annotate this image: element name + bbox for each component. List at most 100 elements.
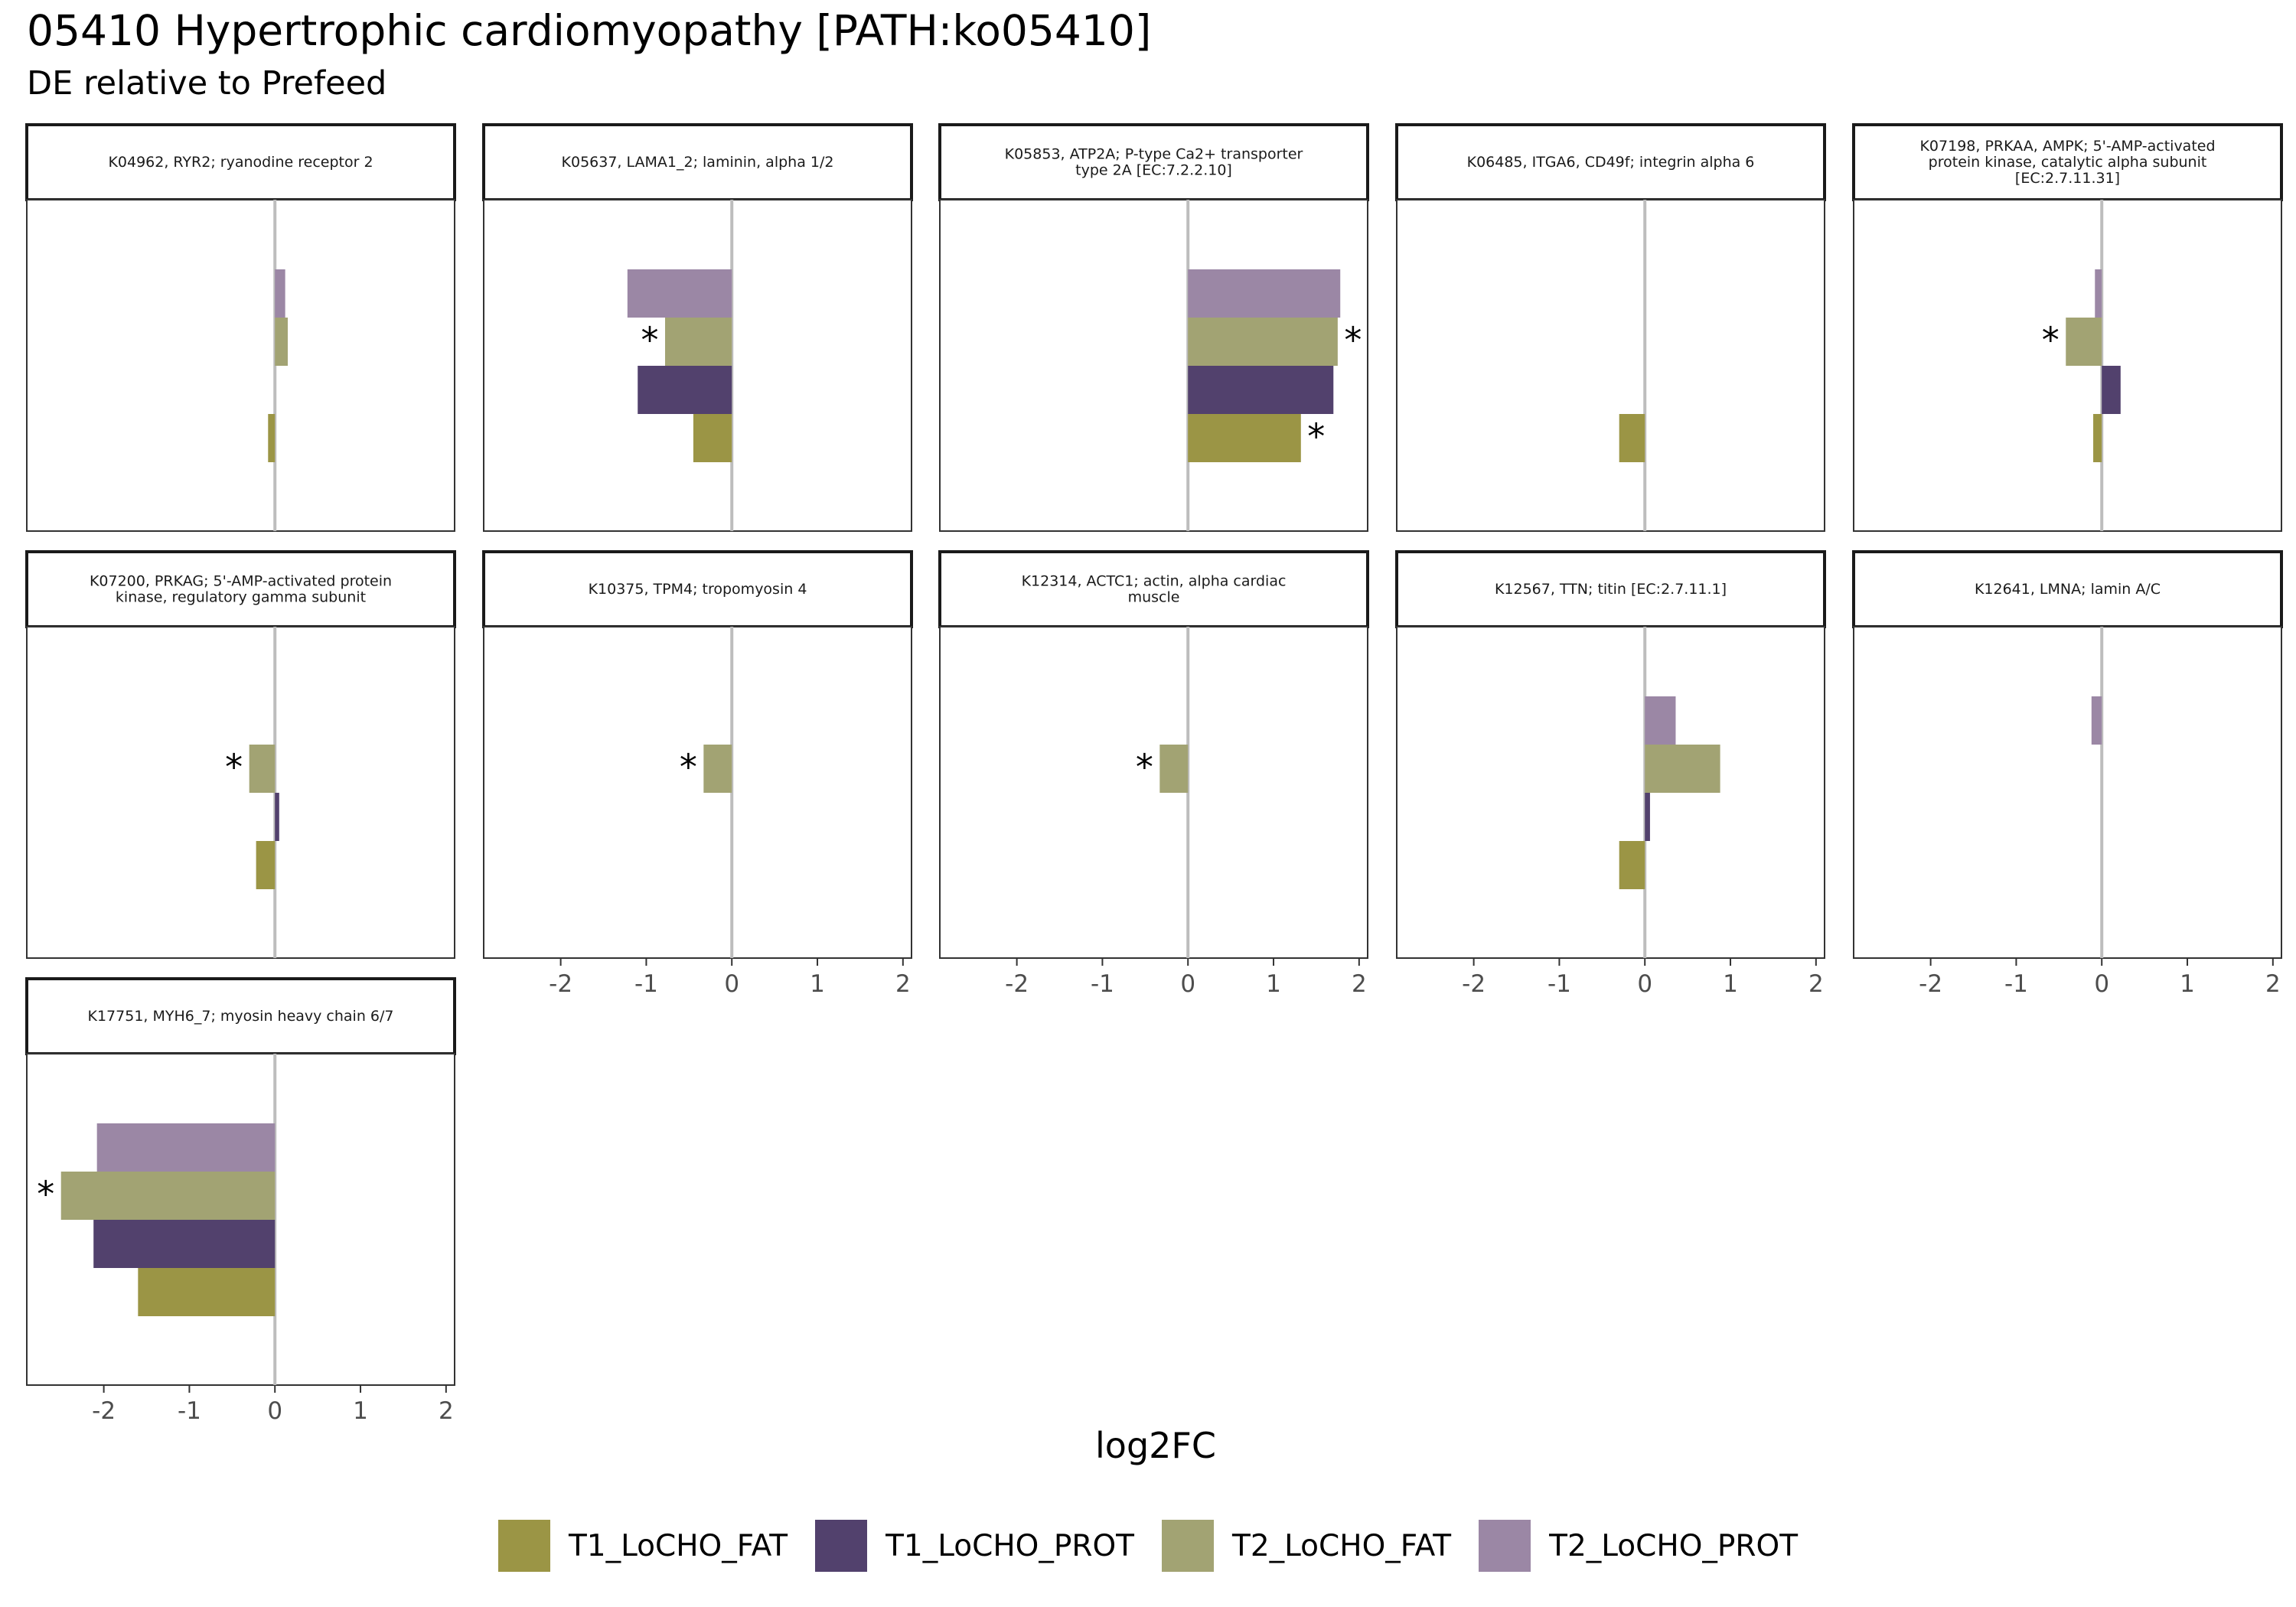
- panel-background: [1853, 626, 2282, 959]
- x-tick-label: -2: [1462, 970, 1486, 998]
- x-tick-label: -2: [1005, 970, 1029, 998]
- legend-key: [497, 1520, 550, 1572]
- x-tick-label: -2: [92, 1397, 116, 1425]
- bar-t2_locho_prot: [1645, 696, 1676, 745]
- bar-t2_locho_fat: [249, 745, 276, 793]
- x-tick-label: 0: [267, 1397, 282, 1425]
- facet-strip: [482, 550, 913, 628]
- facet-strip-label: K04962, RYR2; ryanodine receptor 2: [108, 154, 373, 171]
- panel-background: [939, 626, 1368, 959]
- bar-t1_locho_fat: [1188, 414, 1301, 462]
- panel-background: [1396, 199, 1825, 532]
- x-tick-label: 0: [1180, 970, 1195, 998]
- bar-t1_locho_fat: [1619, 841, 1645, 889]
- facet-plot: K04962, RYR2; ryanodine receptor 2 K05637…: [25, 123, 2283, 1425]
- bar-t1_locho_prot: [1645, 793, 1650, 841]
- significance-marker: *: [641, 320, 659, 361]
- facet-strip-label: K17751, MYH6_7; myosin heavy chain 6/7: [88, 1008, 394, 1025]
- facet-strip-label: K05853, ATP2A; P-type Ca2+ transporter: [1005, 146, 1303, 163]
- bar-t1_locho_fat: [2093, 414, 2102, 462]
- facet-strip-label: K10375, TPM4; tropomyosin 4: [589, 581, 807, 598]
- facet-strip: [482, 123, 913, 201]
- x-tick-label: 0: [1637, 970, 1652, 998]
- facet-strip: [938, 123, 1369, 201]
- x-tick-label: 2: [895, 970, 911, 998]
- x-tick-label: -2: [1919, 970, 1942, 998]
- panel-background: [26, 199, 455, 532]
- bar-t1_locho_fat: [138, 1268, 276, 1316]
- x-tick-label: -1: [2004, 970, 2028, 998]
- x-tick-label: 0: [2094, 970, 2109, 998]
- x-tick-label: 1: [810, 970, 825, 998]
- significance-marker: *: [680, 747, 697, 788]
- facet-strip-label: K12314, ACTC1; actin, alpha cardiac: [1022, 573, 1287, 590]
- facet-strip: [25, 550, 456, 628]
- legend-key: [1479, 1520, 1531, 1572]
- significance-marker: *: [1307, 416, 1325, 458]
- bar-t1_locho_fat: [268, 414, 276, 462]
- x-tick-label: 1: [1266, 970, 1281, 998]
- facet-strip: [25, 977, 456, 1055]
- significance-marker: *: [225, 747, 243, 788]
- bar-t2_locho_fat: [1159, 745, 1189, 793]
- x-tick-label: -1: [1091, 970, 1114, 998]
- bar-t2_locho_fat: [275, 318, 288, 366]
- bar-t1_locho_prot: [1188, 366, 1334, 414]
- legend-label: T1_LoCHO_PROT: [885, 1528, 1134, 1563]
- legend-item: T2_LoCHO_FAT: [1162, 1520, 1451, 1572]
- facet-strip: [1395, 550, 1826, 628]
- facet-strip-label: K07198, PRKAA, AMPK; 5'-AMP-activated: [1919, 138, 2215, 155]
- legend-key: [1162, 1520, 1214, 1572]
- legend-label: T1_LoCHO_FAT: [568, 1528, 788, 1563]
- significance-marker: *: [2042, 320, 2060, 361]
- x-tick-label: -1: [178, 1397, 201, 1425]
- facet-strip-label: protein kinase, catalytic alpha subunit: [1929, 154, 2207, 171]
- facet-strip-label: muscle: [1128, 589, 1180, 606]
- bar-t2_locho_prot: [2095, 269, 2102, 318]
- bar-t1_locho_fat: [256, 841, 276, 889]
- x-tick-label: 1: [353, 1397, 368, 1425]
- bar-t1_locho_prot: [275, 793, 279, 841]
- legend-key: [815, 1520, 868, 1572]
- x-tick-label: 1: [2180, 970, 2195, 998]
- bar-t1_locho_prot: [93, 1220, 276, 1268]
- x-tick-label: 2: [439, 1397, 454, 1425]
- panel-background: [26, 626, 455, 959]
- bar-t2_locho_fat: [2066, 318, 2102, 366]
- chart-title: 05410 Hypertrophic cardiomyopathy [PATH:…: [27, 6, 1152, 55]
- bar-t2_locho_fat: [60, 1172, 276, 1220]
- panel-background: [1396, 626, 1825, 959]
- legend-label: T2_LoCHO_FAT: [1232, 1528, 1452, 1563]
- legend-label: T2_LoCHO_PROT: [1549, 1528, 1799, 1563]
- bar-t2_locho_prot: [275, 269, 285, 318]
- bar-t2_locho_fat: [1645, 745, 1720, 793]
- facet-strip-label: K12567, TTN; titin [EC:2.7.11.1]: [1495, 581, 1727, 598]
- bar-t2_locho_fat: [665, 318, 732, 366]
- facet-strip: [1852, 550, 2283, 628]
- x-tick-label: -1: [634, 970, 658, 998]
- bar-t2_locho_fat: [703, 745, 732, 793]
- legend-item: T1_LoCHO_PROT: [815, 1520, 1134, 1572]
- x-tick-label: -1: [1548, 970, 1571, 998]
- x-tick-label: 1: [1723, 970, 1738, 998]
- bar-t1_locho_fat: [693, 414, 732, 462]
- bar-t2_locho_prot: [1188, 269, 1341, 318]
- facet-strip-label: K06485, ITGA6, CD49f; integrin alpha 6: [1467, 154, 1755, 171]
- x-tick-label: -2: [549, 970, 572, 998]
- bar-t2_locho_prot: [96, 1123, 276, 1172]
- legend-item: T2_LoCHO_PROT: [1479, 1520, 1798, 1572]
- facet-strip-label: kinase, regulatory gamma subunit: [116, 589, 366, 606]
- significance-marker: *: [1136, 747, 1153, 788]
- x-tick-label: 2: [1352, 970, 1367, 998]
- facet-strip-label: type 2A [EC:7.2.2.10]: [1075, 162, 1232, 179]
- bar-t2_locho_fat: [1188, 318, 1338, 366]
- x-axis-label: log2FC: [1095, 1425, 1216, 1466]
- facet-strip: [938, 550, 1369, 628]
- chart-subtitle: DE relative to Prefeed: [27, 64, 387, 103]
- x-tick-label: 2: [1808, 970, 1824, 998]
- facet-strip-label: K05637, LAMA1_2; laminin, alpha 1/2: [562, 154, 834, 171]
- bar-t1_locho_prot: [638, 366, 732, 414]
- bar-t2_locho_prot: [627, 269, 732, 318]
- facet-strip-label: K07200, PRKAG; 5'-AMP-activated protein: [90, 573, 392, 590]
- legend: T1_LoCHO_FAT T1_LoCHO_PROT T2_LoCHO_FAT T2_…: [0, 1519, 2296, 1573]
